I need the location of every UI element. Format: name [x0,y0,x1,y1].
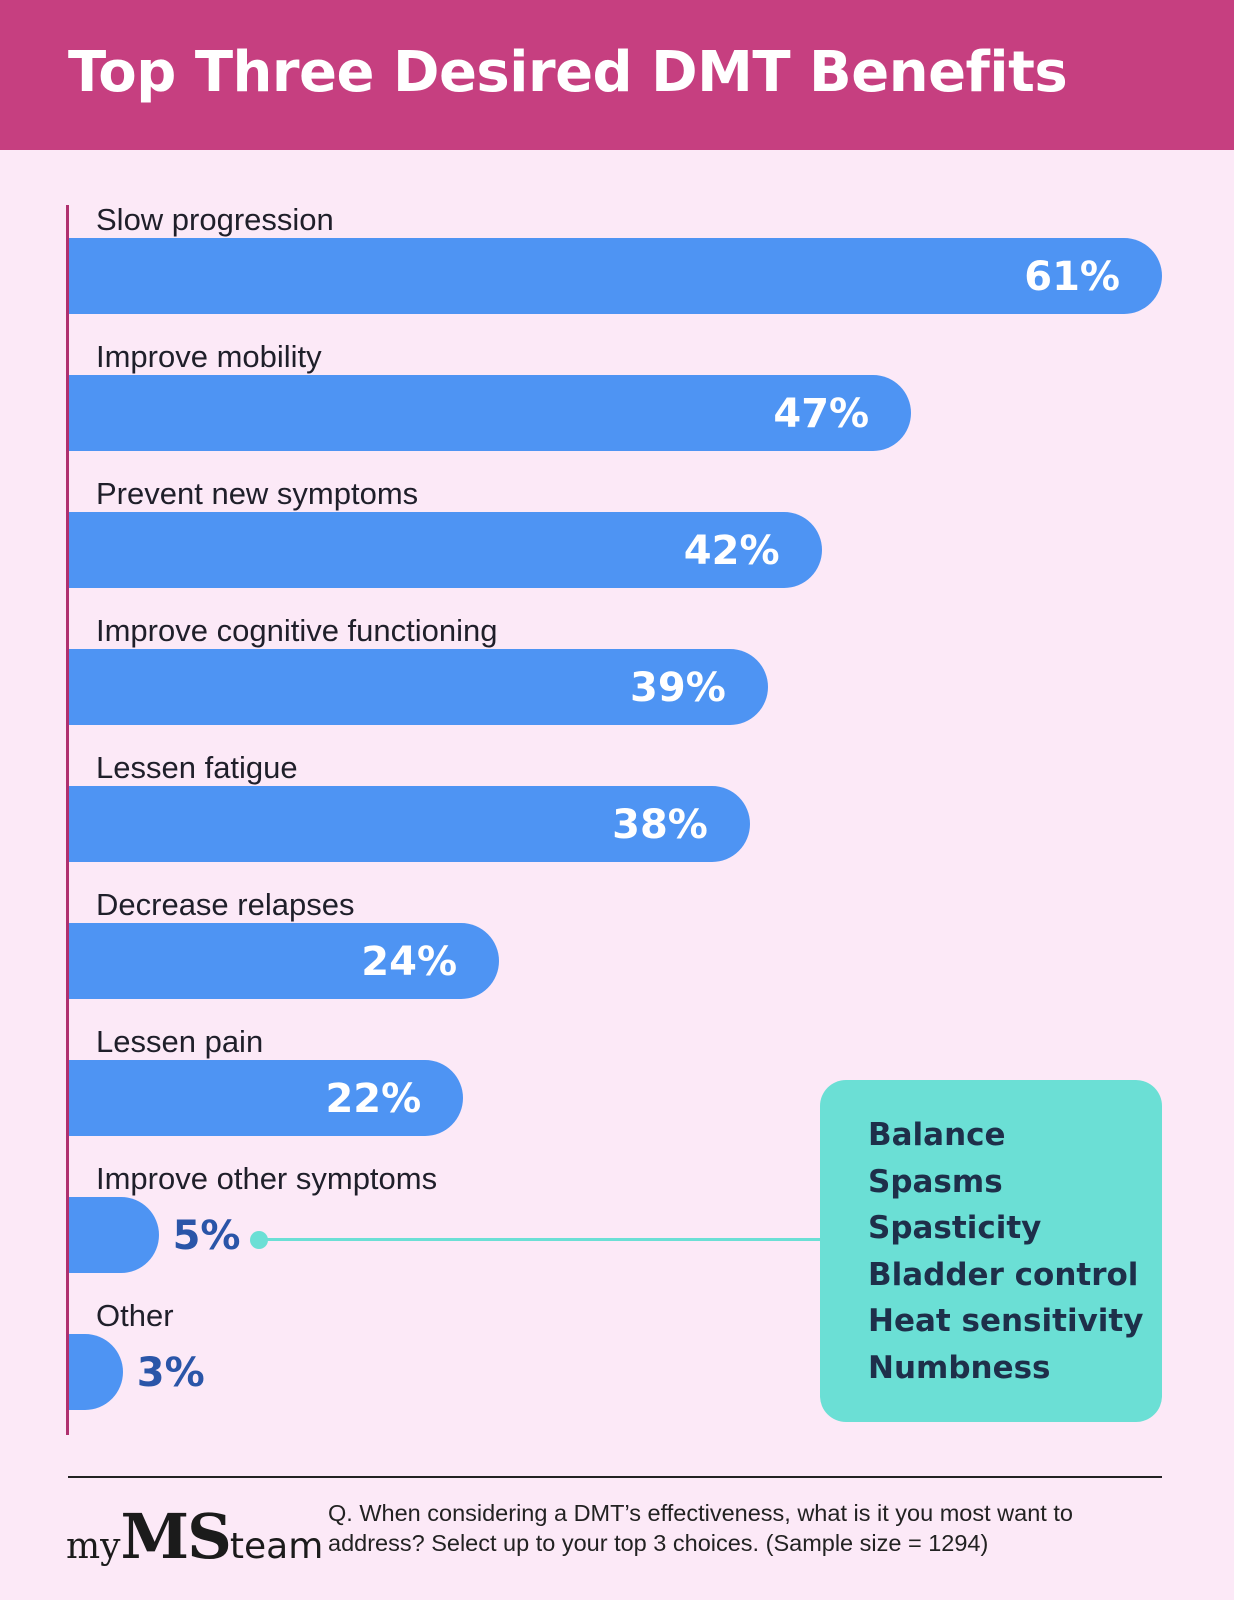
survey-question-footnote: Q. When considering a DMT’s effectivenes… [328,1500,1073,1556]
callout-item: Heat sensitivity [868,1303,1144,1339]
bar-mark [69,1060,464,1136]
bar-mark [69,923,500,999]
bar-value-label: 22% [325,1076,422,1122]
callout-item: Spasticity [868,1210,1042,1246]
bar-value-label: 5% [172,1213,241,1259]
callout-list: Balance Spasms Spasticity Bladder contro… [820,1080,1162,1391]
bar-category-label: Lessen fatigue [96,750,298,785]
logo-ms: MS [120,1500,231,1573]
bar-value-label: 39% [630,665,726,711]
mymsteam-logo: myMSteam [66,1500,324,1573]
bar-chart: Slow progression 61% Improve mobility 47% Pr… [69,202,1162,1410]
axis-line [66,205,69,1435]
bar-value-label: 24% [361,939,458,985]
bar-value-label: 61% [1024,254,1120,300]
header-banner: Top Three Desired DMT Benefits [0,0,1234,150]
bar-category-label: Prevent new symptoms [96,476,419,511]
bar-value-label: 42% [683,528,780,574]
bar-value-label: 47% [773,391,870,437]
bar-category-label: Decrease relapses [96,887,355,922]
bar-mark [69,1334,123,1410]
bar-category-label: Lessen pain [96,1024,264,1059]
bar-category-label: Improve cognitive functioning [96,613,498,648]
callout-item: Bladder control [868,1256,1139,1293]
callout-item: Numbness [868,1349,1051,1386]
callout-item: Balance [868,1117,1006,1153]
bar-category-label: Slow progression [96,202,334,237]
callout-connector-dot [250,1231,268,1249]
bar-mark [69,649,768,725]
bar-mark [69,238,1162,314]
logo-my: my [66,1526,121,1567]
logo-team: team [229,1526,324,1567]
other-symptoms-callout: Balance Spasms Spasticity Bladder contro… [820,1080,1162,1422]
footer-divider [68,1476,1162,1478]
callout-connector-line [260,1238,822,1241]
bar-value-label: 3% [136,1350,205,1396]
chart-title: Top Three Desired DMT Benefits [68,40,1068,105]
bar-category-label: Improve other symptoms [96,1161,438,1196]
bar-category-label: Improve mobility [96,339,322,374]
bar-mark [69,375,912,451]
bar-value-label: 38% [612,802,708,848]
bar-mark [69,512,822,588]
bar-mark [69,1197,159,1273]
bar-mark [69,786,750,862]
bar-category-label: Other [96,1298,174,1333]
callout-item: Spasms [868,1163,1003,1200]
